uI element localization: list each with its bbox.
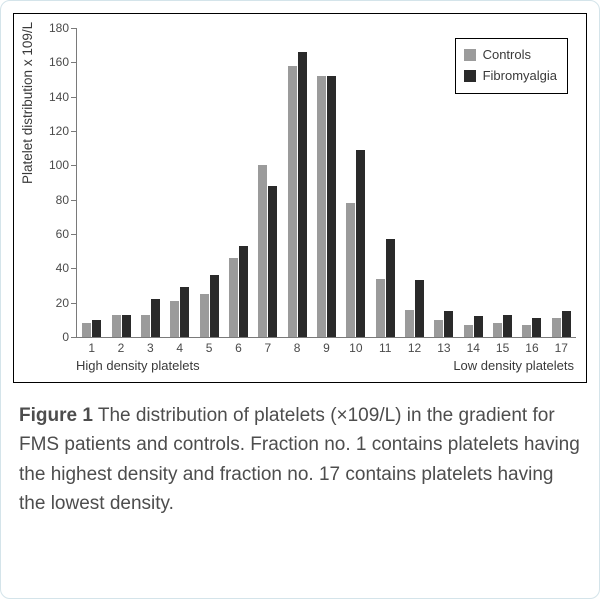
bar-fibromyalgia: [92, 320, 101, 337]
x-tick-label: 7: [264, 341, 271, 355]
x-tick-label: 14: [467, 341, 480, 355]
bar-controls: [434, 320, 443, 337]
x-tick-label: 11: [379, 341, 391, 355]
x-tick-label: 15: [496, 341, 509, 355]
bar-fibromyalgia: [327, 76, 336, 337]
y-tick: [71, 131, 77, 132]
y-tick: [71, 200, 77, 201]
chart-wrap: Platelet distribution x 109/L 0204060801…: [13, 13, 587, 383]
x-tick-label: 17: [555, 341, 568, 355]
x-tick-label: 12: [408, 341, 421, 355]
bar-fibromyalgia: [151, 299, 160, 337]
legend-label: Controls: [483, 45, 531, 66]
bar-fibromyalgia: [239, 246, 248, 337]
figure-caption: Figure 1 The distribution of platelets (…: [13, 401, 587, 519]
legend-row-fibromyalgia: Fibromyalgia: [464, 66, 557, 87]
x-tick-label: 6: [235, 341, 242, 355]
bar-controls: [522, 325, 531, 337]
bar-fibromyalgia: [122, 315, 131, 337]
x-tick-label: 8: [294, 341, 301, 355]
bar-controls: [229, 258, 238, 337]
y-tick: [71, 165, 77, 166]
x-tick-label: 10: [349, 341, 362, 355]
y-tick: [71, 303, 77, 304]
bar-controls: [552, 318, 561, 337]
caption-lead: Figure 1: [19, 405, 93, 426]
square-icon: [464, 49, 476, 61]
x-tick-label: 5: [206, 341, 213, 355]
x-tick-label: 1: [88, 341, 95, 355]
caption-text: The distribution of platelets (×109/L) i…: [19, 405, 580, 514]
bar-controls: [112, 315, 121, 337]
figure-container: Platelet distribution x 109/L 0204060801…: [0, 0, 600, 599]
bar-controls: [82, 323, 91, 337]
x-tick-label: 3: [147, 341, 154, 355]
x-tick-label: 4: [176, 341, 183, 355]
bar-controls: [141, 315, 150, 337]
x-tick-label: 9: [323, 341, 330, 355]
x-caption-right: Low density platelets: [453, 358, 574, 373]
x-caption-left: High density platelets: [76, 358, 200, 373]
bar-controls: [493, 323, 502, 337]
bar-fibromyalgia: [386, 239, 395, 337]
y-tick: [71, 62, 77, 63]
bar-controls: [288, 66, 297, 337]
y-tick: [71, 97, 77, 98]
y-tick-label: 40: [31, 261, 69, 275]
x-tick-label: 13: [437, 341, 450, 355]
y-tick-label: 140: [31, 90, 69, 104]
y-tick-label: 20: [31, 296, 69, 310]
bar-controls: [346, 203, 355, 337]
y-tick-label: 100: [31, 158, 69, 172]
x-tick-label: 16: [525, 341, 538, 355]
y-tick-label: 60: [31, 227, 69, 241]
bar-controls: [317, 76, 326, 337]
bar-controls: [376, 279, 385, 337]
bar-fibromyalgia: [268, 186, 277, 337]
y-tick-label: 180: [31, 21, 69, 35]
bar-fibromyalgia: [503, 315, 512, 337]
bar-fibromyalgia: [444, 311, 453, 337]
legend: Controls Fibromyalgia: [455, 38, 568, 94]
bar-controls: [200, 294, 209, 337]
bar-fibromyalgia: [415, 280, 424, 337]
x-tick-label: 2: [118, 341, 125, 355]
bar-fibromyalgia: [532, 318, 541, 337]
square-icon: [464, 70, 476, 82]
y-tick: [71, 28, 77, 29]
bar-fibromyalgia: [180, 287, 189, 337]
y-tick-label: 160: [31, 55, 69, 69]
legend-label: Fibromyalgia: [483, 66, 557, 87]
y-tick: [71, 337, 77, 338]
y-tick: [71, 268, 77, 269]
y-tick-label: 80: [31, 193, 69, 207]
bar-controls: [464, 325, 473, 337]
bar-fibromyalgia: [356, 150, 365, 337]
legend-row-controls: Controls: [464, 45, 557, 66]
bar-controls: [405, 310, 414, 337]
bar-fibromyalgia: [298, 52, 307, 337]
bar-fibromyalgia: [210, 275, 219, 337]
bar-fibromyalgia: [562, 311, 571, 337]
y-tick-label: 0: [31, 330, 69, 344]
bar-controls: [258, 165, 267, 337]
bar-fibromyalgia: [474, 316, 483, 337]
y-tick: [71, 234, 77, 235]
chart: Platelet distribution x 109/L 0204060801…: [13, 13, 587, 383]
bar-controls: [170, 301, 179, 337]
y-tick-label: 120: [31, 124, 69, 138]
